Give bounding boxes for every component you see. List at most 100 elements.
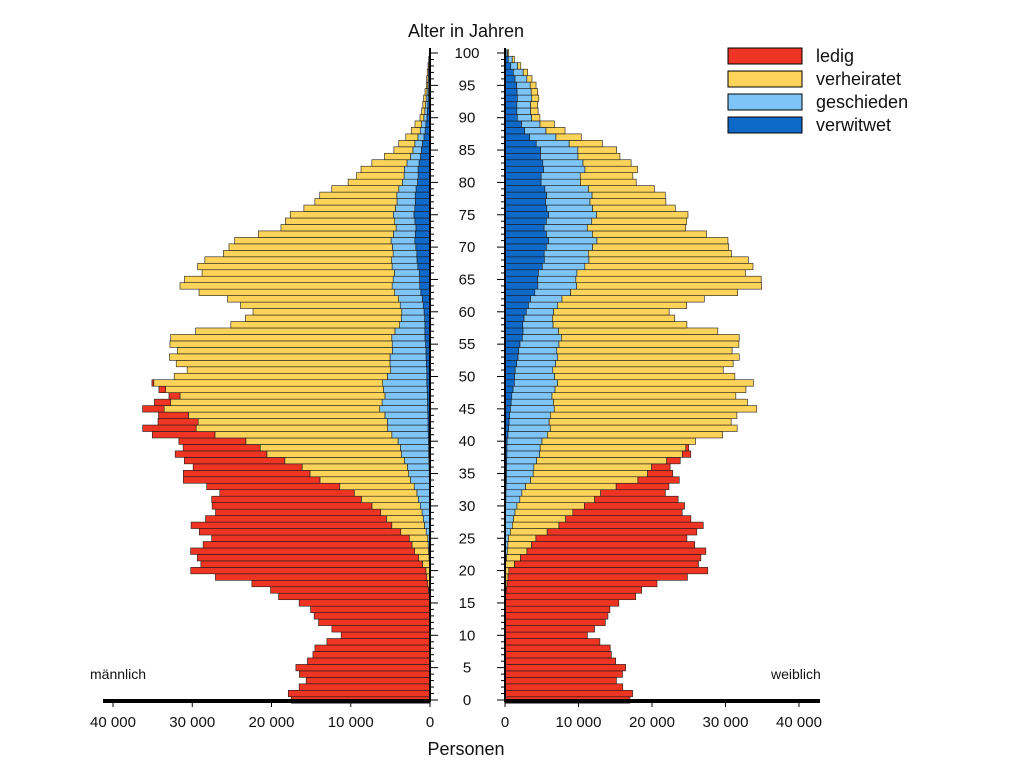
bar-female-verheiratet-age-80 — [580, 178, 637, 186]
bar-male-geschieden-age-37 — [404, 457, 430, 465]
bar-male-ledig-age-9 — [326, 638, 431, 646]
bar-female-verheiratet-age-26 — [510, 528, 548, 536]
bar-female-verheiratet-age-52 — [555, 360, 734, 368]
bar-female-verheiratet-age-69 — [588, 250, 732, 258]
bar-male-verheiratet-age-35 — [309, 470, 409, 478]
bar-female-geschieden-age-82 — [543, 165, 586, 173]
bar-male-geschieden-age-84 — [410, 152, 421, 161]
bar-male-ledig-age-19 — [215, 573, 428, 581]
bar-female-geschieden-age-60 — [525, 308, 554, 316]
bar-female-geschieden-age-89 — [521, 120, 541, 128]
bar-female-verheiratet-age-47 — [551, 392, 737, 400]
bar-male-ledig-age-29 — [215, 508, 382, 516]
bar-male-geschieden-age-58 — [399, 321, 426, 329]
bar-female-ledig-age-19 — [507, 573, 688, 581]
bar-female-geschieden-age-62 — [530, 295, 563, 303]
bar-male-verheiratet-age-80 — [347, 178, 403, 186]
bar-female-verwitwet-age-92 — [504, 101, 518, 109]
bar-male-ledig-age-48 — [158, 385, 166, 393]
bar-male-ledig-age-46 — [154, 398, 171, 406]
legend-swatch-geschieden — [727, 93, 803, 111]
bar-male-verheiratet-age-47 — [179, 392, 386, 400]
bar-male-verheiratet-age-24 — [411, 541, 429, 549]
bar-male-ledig-age-34 — [183, 476, 321, 484]
bar-male-verheiratet-age-43 — [197, 418, 388, 426]
bar-female-ledig-age-15 — [504, 599, 620, 607]
age-tick-label: 5 — [463, 660, 471, 677]
bar-female-verwitwet-age-80 — [504, 178, 542, 186]
bar-male-geschieden-age-83 — [406, 159, 420, 167]
bar-male-geschieden-age-52 — [389, 360, 427, 368]
bar-female-verheiratet-age-40 — [541, 437, 696, 445]
bar-female-verwitwet-age-90 — [504, 114, 518, 122]
bar-female-ledig-age-1 — [504, 689, 633, 698]
age-tick-label: 90 — [459, 110, 476, 127]
bar-female-ledig-age-36 — [651, 463, 671, 471]
bar-male-geschieden-age-82 — [404, 165, 419, 173]
bar-male-geschieden-age-77 — [396, 198, 416, 206]
bar-male-verheiratet-age-65 — [184, 275, 394, 283]
bar-female-ledig-age-13 — [504, 612, 609, 620]
bar-female-verheiratet-age-22 — [506, 554, 521, 562]
bar-female-verheiratet-age-91 — [530, 107, 539, 115]
bar-male-geschieden-age-81 — [403, 172, 419, 180]
bar-female-verheiratet-age-46 — [553, 398, 748, 406]
bar-male-geschieden-age-40 — [397, 437, 429, 445]
bar-female-verwitwet-age-64 — [504, 282, 539, 290]
bar-female-verwitwet-age-48 — [504, 385, 514, 393]
bar-female-verheiratet-age-27 — [512, 521, 560, 529]
bar-female-geschieden-age-68 — [544, 256, 590, 264]
age-tick-label: 45 — [459, 401, 476, 418]
bar-male-geschieden-age-29 — [421, 508, 431, 516]
bar-male-geschieden-age-88 — [419, 127, 426, 135]
bar-male-geschieden-age-68 — [391, 256, 418, 264]
bar-male-verwitwet-age-66 — [418, 269, 431, 277]
bar-female-geschieden-age-59 — [523, 314, 553, 322]
bar-female-verheiratet-age-38 — [539, 450, 683, 458]
bar-male-verheiratet-age-86 — [398, 140, 416, 148]
bar-female-geschieden-age-92 — [516, 101, 531, 109]
bar-female-ledig-age-38 — [682, 450, 692, 458]
bar-male-verheiratet-age-46 — [170, 398, 383, 406]
bar-female-verheiratet-age-50 — [554, 372, 736, 381]
bar-male-verheiratet-age-91 — [421, 107, 426, 115]
male-x-tick-label: 0 — [426, 714, 434, 731]
bar-female-verwitwet-age-71 — [504, 237, 549, 245]
bar-male-geschieden-age-38 — [401, 450, 430, 458]
bar-female-geschieden-age-48 — [512, 385, 556, 393]
bar-male-ledig-age-33 — [206, 482, 341, 491]
bar-male-verwitwet-age-71 — [414, 237, 431, 245]
bar-female-verheiratet-age-81 — [579, 172, 634, 180]
bar-female-geschieden-age-55 — [519, 340, 560, 348]
bar-male-geschieden-age-61 — [399, 301, 424, 309]
bar-female-verheiratet-age-28 — [513, 515, 566, 523]
bar-female-geschieden-age-71 — [548, 237, 598, 245]
bar-female-verwitwet-age-70 — [504, 243, 547, 251]
bar-female-verheiratet-age-99 — [511, 55, 515, 64]
bar-female-geschieden-age-27 — [505, 521, 513, 529]
bar-female-verwitwet-age-63 — [504, 288, 536, 296]
bar-female-verheiratet-age-44 — [550, 411, 738, 419]
bar-female-verwitwet-age-95 — [504, 81, 517, 89]
bar-female-geschieden-age-58 — [522, 321, 554, 329]
bar-female-verheiratet-age-74 — [591, 217, 688, 225]
bar-male-verheiratet-age-87 — [405, 133, 419, 141]
bar-female-verheiratet-age-86 — [568, 140, 603, 148]
bar-male-verwitwet-age-68 — [416, 256, 431, 264]
bar-male-geschieden-age-92 — [425, 101, 429, 109]
bar-male-verheiratet-age-71 — [234, 237, 392, 245]
bar-male-geschieden-age-60 — [401, 308, 425, 316]
age-tick-label: 50 — [459, 369, 476, 386]
bar-female-verheiratet-age-97 — [522, 68, 528, 76]
legend-swatch-verwitwet — [727, 116, 803, 134]
bar-male-ledig-age-31 — [211, 495, 362, 503]
bar-female-geschieden-age-85 — [540, 146, 579, 154]
bar-female-geschieden-age-67 — [541, 262, 586, 271]
bar-male-geschieden-age-71 — [390, 237, 416, 245]
bar-male-verheiratet-age-66 — [201, 269, 395, 277]
bar-male-geschieden-age-80 — [402, 178, 418, 186]
age-tick-label: 65 — [459, 271, 476, 288]
legend-label-ledig: ledig — [816, 46, 854, 66]
bar-male-verwitwet-age-76 — [414, 204, 431, 212]
bar-female-geschieden-age-44 — [509, 411, 551, 419]
